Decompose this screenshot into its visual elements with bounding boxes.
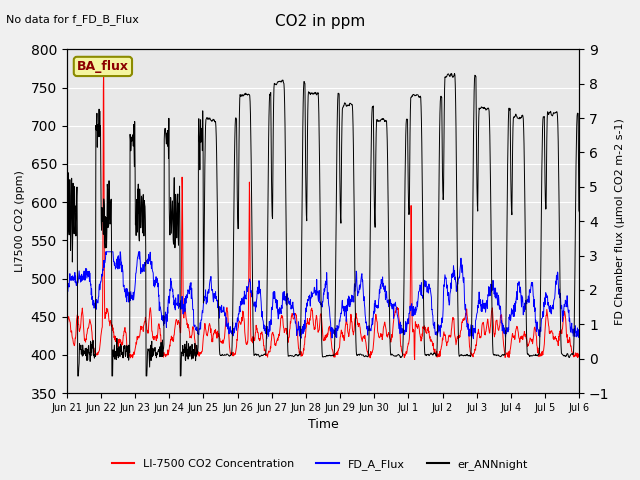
Text: CO2 in ppm: CO2 in ppm bbox=[275, 14, 365, 29]
Text: BA_flux: BA_flux bbox=[77, 60, 129, 73]
Y-axis label: FD Chamber flux (μmol CO2 m-2 s-1): FD Chamber flux (μmol CO2 m-2 s-1) bbox=[615, 118, 625, 324]
X-axis label: Time: Time bbox=[308, 419, 339, 432]
Y-axis label: LI7500 CO2 (ppm): LI7500 CO2 (ppm) bbox=[15, 170, 25, 272]
Legend: LI-7500 CO2 Concentration, FD_A_Flux, er_ANNnight: LI-7500 CO2 Concentration, FD_A_Flux, er… bbox=[108, 455, 532, 474]
Text: No data for f_FD_B_Flux: No data for f_FD_B_Flux bbox=[6, 14, 140, 25]
